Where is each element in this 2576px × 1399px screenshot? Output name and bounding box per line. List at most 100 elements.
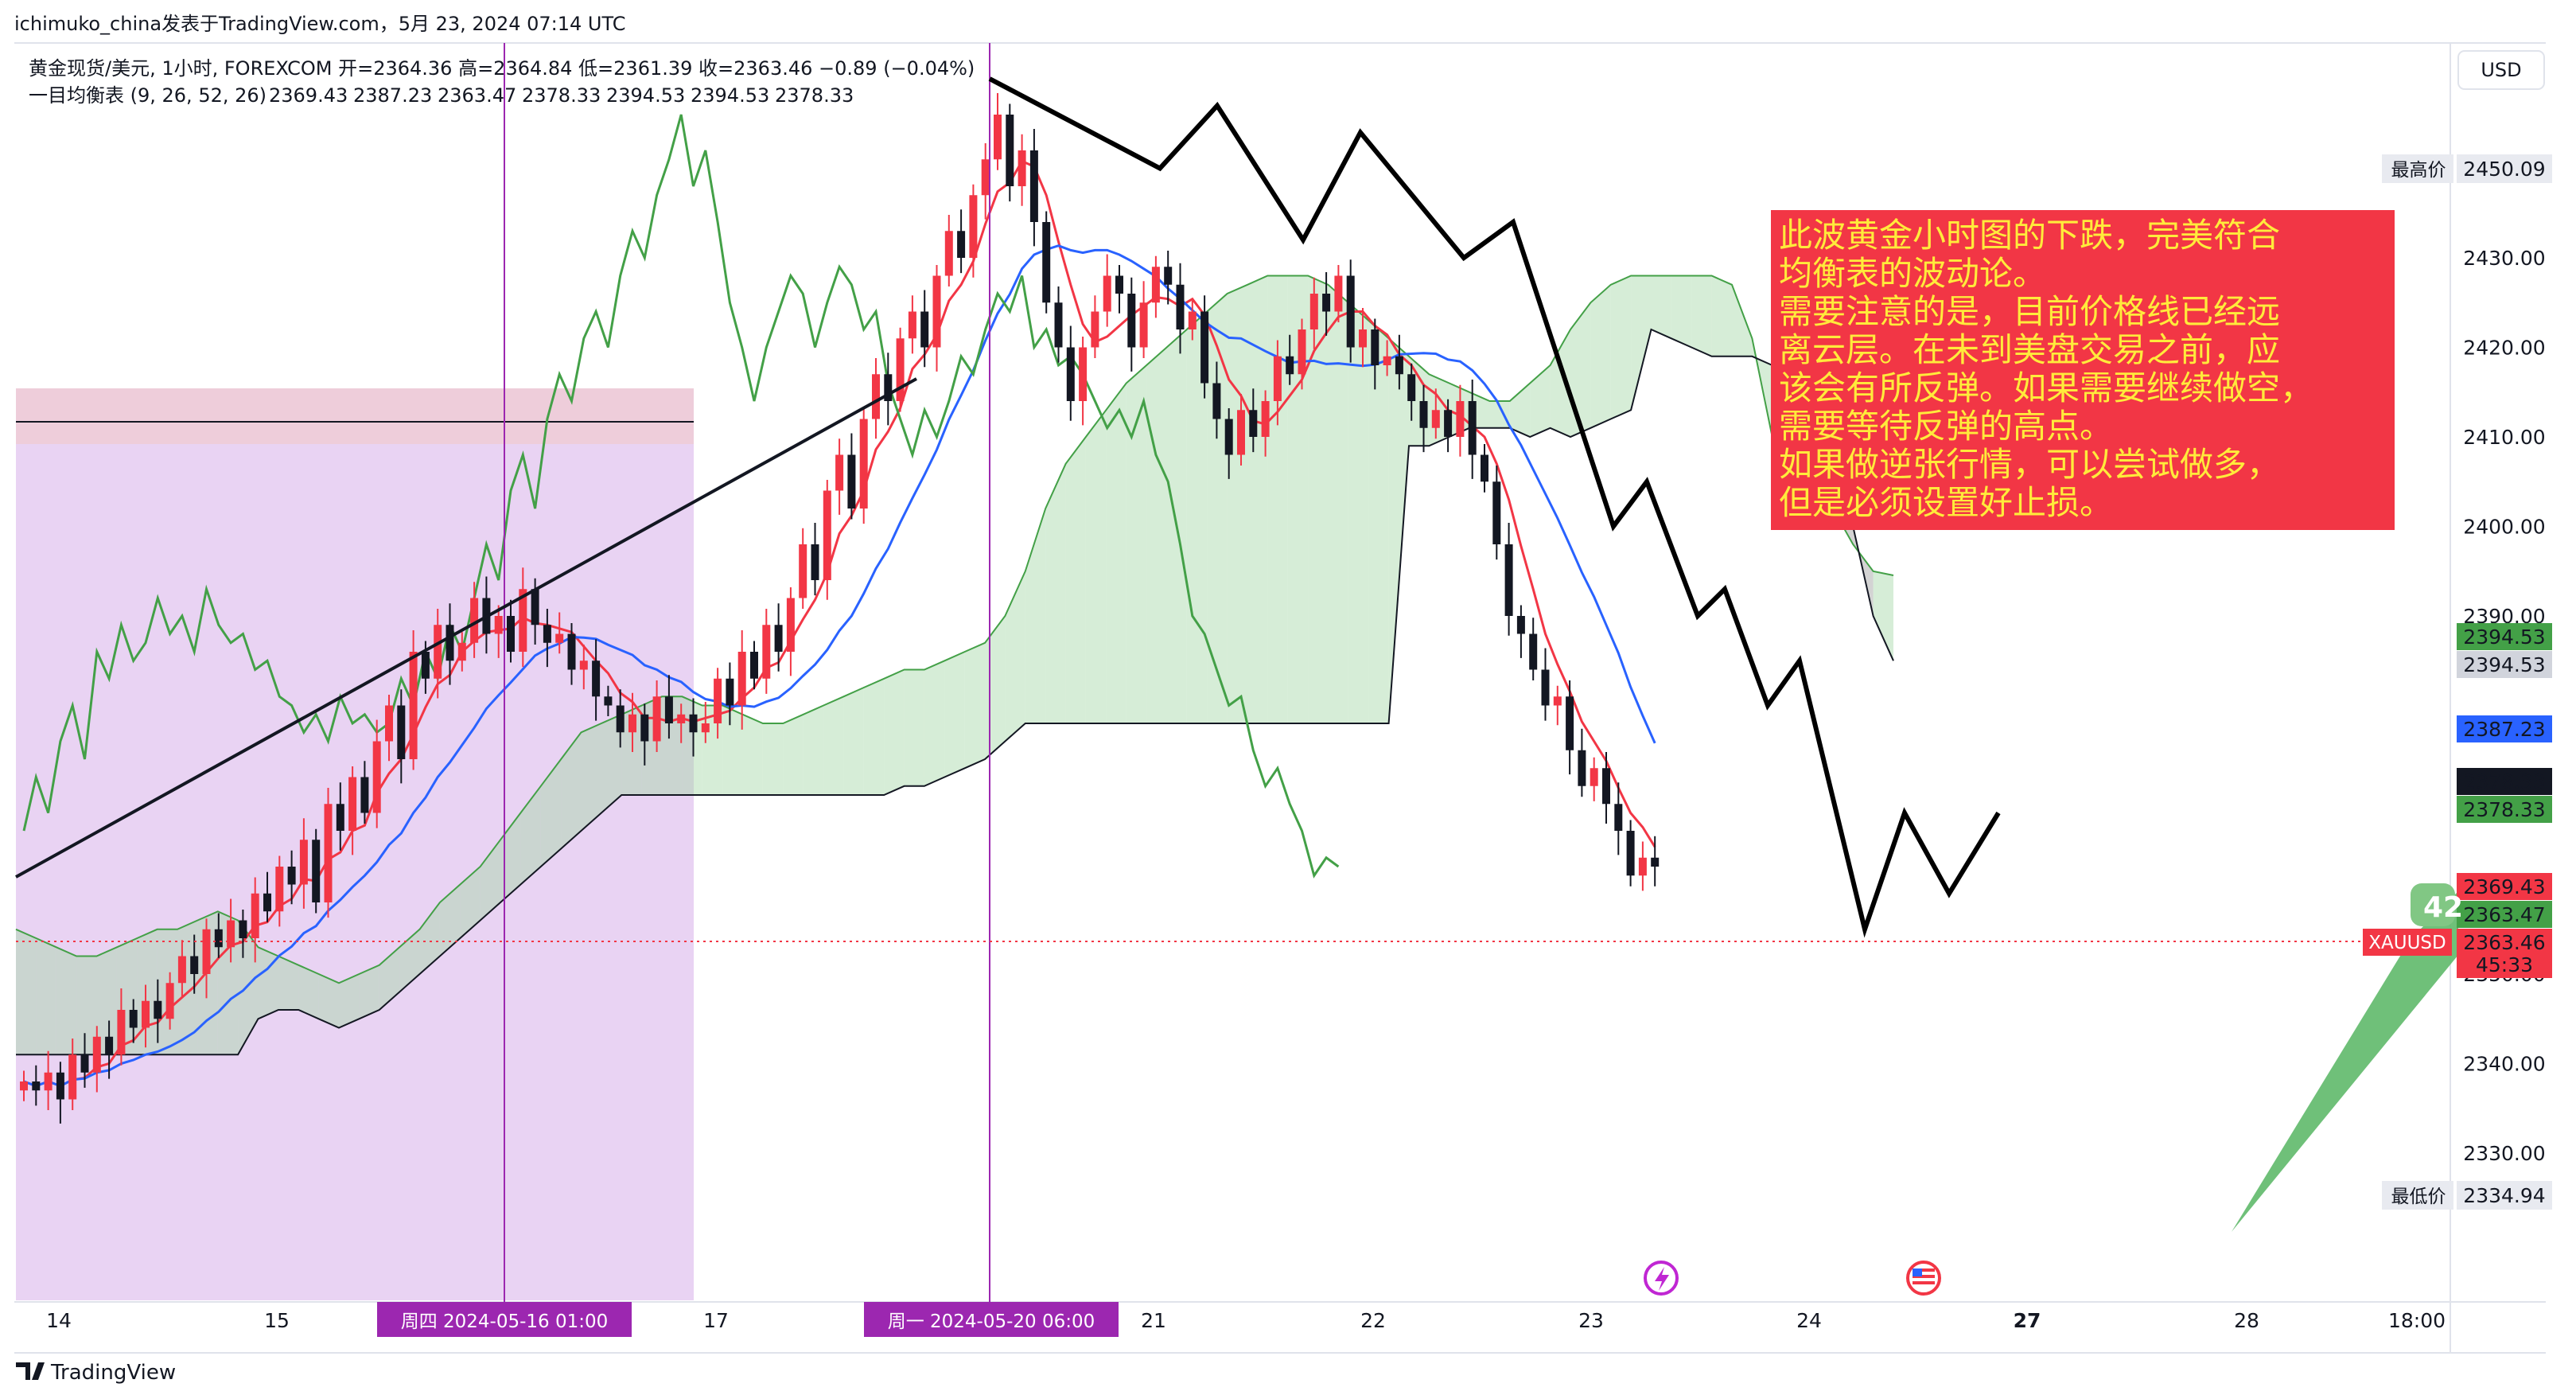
candle-body bbox=[1456, 401, 1465, 437]
svg-text:最低价: 最低价 bbox=[2391, 1187, 2446, 1207]
partial-badge: 42 bbox=[2411, 883, 2463, 926]
candle-body bbox=[117, 1010, 126, 1055]
candle-body bbox=[1407, 374, 1416, 401]
price-badge-text-0: 2394.53 bbox=[2463, 625, 2545, 649]
cloud-segment bbox=[803, 705, 824, 795]
cloud-segment bbox=[439, 884, 461, 957]
candle-body bbox=[994, 115, 1002, 160]
candle-body bbox=[799, 544, 807, 598]
cloud-segment bbox=[1207, 294, 1228, 723]
price-badge-text-1: 2394.53 bbox=[2463, 653, 2545, 676]
date-range-highlight[interactable] bbox=[16, 388, 694, 1300]
candle-body bbox=[457, 642, 466, 661]
candle-body bbox=[567, 633, 576, 670]
brand-label: TradingView bbox=[50, 1361, 176, 1385]
candle-body bbox=[774, 625, 783, 652]
candle-body bbox=[20, 1081, 28, 1091]
currency-button[interactable] bbox=[2457, 50, 2545, 90]
trend-line[interactable] bbox=[15, 377, 917, 879]
candle-body bbox=[1176, 284, 1185, 329]
candle-body bbox=[214, 929, 223, 948]
candle-body bbox=[92, 1036, 101, 1073]
candle-body bbox=[555, 633, 564, 643]
cloud-segment bbox=[1186, 311, 1208, 723]
candle-body bbox=[872, 374, 880, 419]
tradingview-logo[interactable]: TradingView bbox=[16, 1361, 176, 1385]
time-tick-0: 14 bbox=[46, 1309, 72, 1332]
tenkan-line bbox=[23, 159, 1656, 1088]
indicator-value-4: 2394.53 bbox=[606, 84, 685, 107]
cloud-segment bbox=[1550, 329, 1570, 437]
candle-body bbox=[835, 454, 844, 491]
cloud-segment bbox=[1025, 509, 1046, 723]
candle-body bbox=[652, 696, 661, 742]
candle-body bbox=[421, 652, 430, 679]
candle-body bbox=[908, 311, 916, 339]
candle-body bbox=[592, 661, 601, 697]
green-arrow-drawing[interactable] bbox=[2232, 891, 2458, 1232]
candle-body bbox=[1638, 857, 1647, 876]
indicator-value-3: 2378.33 bbox=[522, 84, 601, 107]
cloud-segment bbox=[1308, 275, 1329, 723]
cloud-segment bbox=[1631, 275, 1652, 411]
candle-body bbox=[1200, 311, 1209, 384]
annotation-line-6: 如果做逆张行情，可以尝试做多， bbox=[1779, 445, 2280, 484]
cloud-segment bbox=[722, 705, 743, 795]
us-flag-event-icon[interactable] bbox=[1906, 1261, 1941, 1296]
cloud-segment bbox=[1489, 401, 1510, 428]
time-tick-4: 22 bbox=[1360, 1309, 1386, 1332]
cloud-segment bbox=[1368, 320, 1389, 723]
candlestick-series bbox=[20, 93, 1660, 1124]
candle-body bbox=[969, 195, 978, 258]
price-badge-6 bbox=[2457, 901, 2552, 928]
price-badge-3 bbox=[2457, 768, 2552, 795]
candle-body bbox=[385, 705, 393, 742]
candle-body bbox=[664, 696, 673, 723]
candle-body bbox=[129, 1010, 138, 1028]
candle-body bbox=[1054, 302, 1063, 348]
indicator-name[interactable]: 一目均衡表 (9, 26, 52, 26) bbox=[29, 84, 267, 107]
cloud-segment bbox=[1530, 365, 1551, 437]
lightning-event-icon[interactable] bbox=[1644, 1261, 1679, 1296]
cloud-segment bbox=[1691, 275, 1712, 357]
attribution-text: ichimuko_china发表于TradingView.com，5月 23, … bbox=[14, 13, 626, 35]
price-tick-8: 2330.00 bbox=[2463, 1142, 2545, 1165]
annotation-line-2: 需要注意的是，目前价格线已经远 bbox=[1779, 292, 2280, 331]
projection-zigzag[interactable] bbox=[988, 76, 2001, 938]
candle-body bbox=[737, 652, 746, 706]
cloud-segment bbox=[1711, 275, 1732, 357]
currency-label: USD bbox=[2481, 59, 2521, 81]
candle-body bbox=[1188, 311, 1197, 329]
candle-body bbox=[1139, 302, 1148, 348]
price-tick-7: 2340.00 bbox=[2463, 1053, 2545, 1076]
candle-body bbox=[1602, 768, 1610, 805]
annotation-line-5: 需要等待反弹的高点。 bbox=[1779, 407, 2113, 446]
price-range-band[interactable] bbox=[16, 388, 694, 444]
candle-body bbox=[750, 652, 758, 679]
cloud-segment bbox=[1227, 284, 1247, 723]
price-badge-text-2: 2387.23 bbox=[2463, 718, 2545, 741]
candle-body bbox=[190, 956, 199, 974]
price-badge-2 bbox=[2457, 715, 2552, 742]
cloud-segment bbox=[1106, 383, 1127, 723]
candle-body bbox=[1249, 410, 1258, 437]
price-badge-1 bbox=[2457, 651, 2552, 678]
candle-body bbox=[1164, 267, 1173, 285]
chikou-line bbox=[22, 114, 1340, 879]
candle-body bbox=[239, 920, 247, 938]
cloud-segment bbox=[1328, 284, 1348, 723]
cloud-segment bbox=[76, 956, 97, 1055]
cloud-segment bbox=[96, 947, 117, 1055]
candle-body bbox=[154, 1000, 162, 1019]
time-axis[interactable]: 14 15 17 21 22 23 24 27 28 18:00 bbox=[46, 1309, 2446, 1332]
cloud-segment bbox=[460, 867, 481, 938]
candle-body bbox=[336, 804, 344, 831]
candle-body bbox=[1371, 329, 1379, 365]
time-tick-3: 21 bbox=[1141, 1309, 1166, 1332]
cloud-segment bbox=[904, 669, 924, 786]
candle-body bbox=[56, 1072, 64, 1100]
candle-body bbox=[227, 920, 235, 948]
price-tick-4: 2400.00 bbox=[2463, 516, 2545, 539]
annotation-box[interactable] bbox=[1771, 210, 2395, 530]
